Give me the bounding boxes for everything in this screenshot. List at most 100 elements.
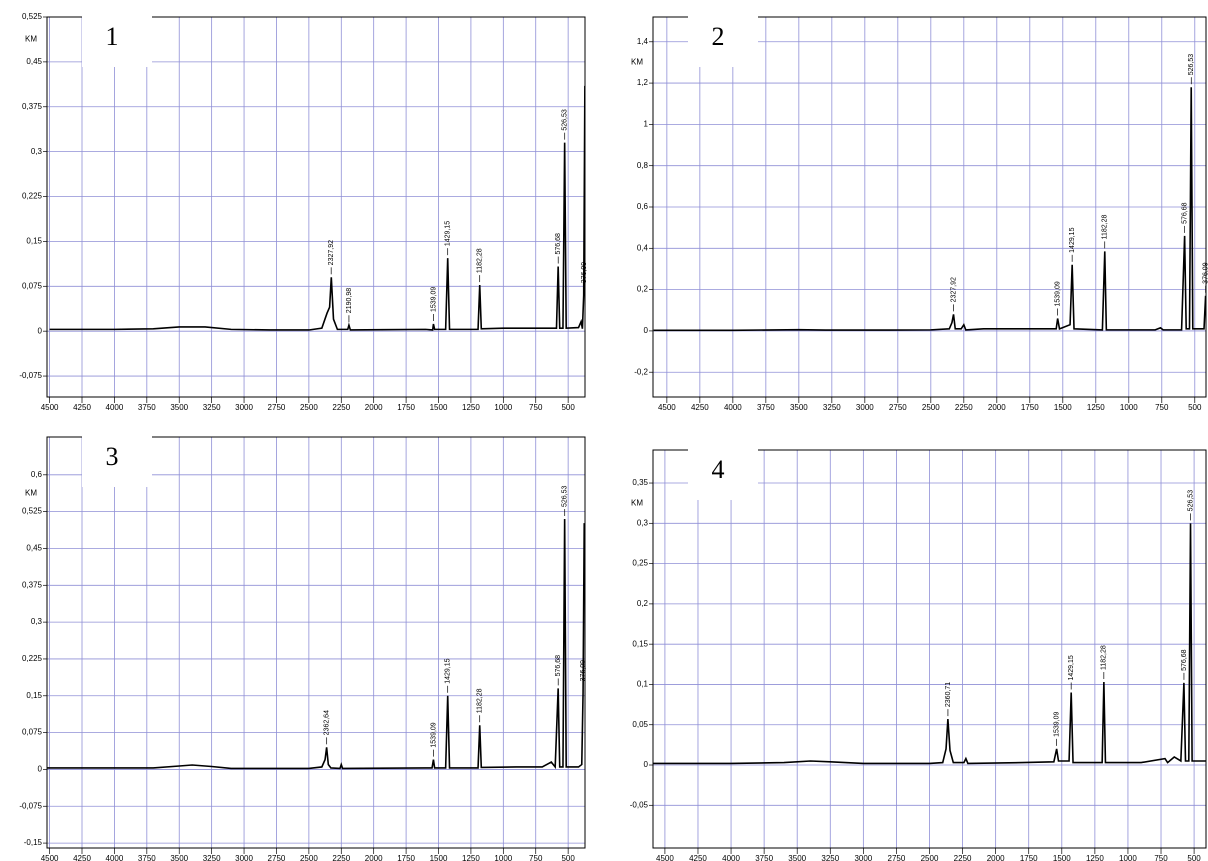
panel-label-box <box>82 12 152 67</box>
annotation: 376,09 <box>581 262 588 284</box>
annotation: 1539,09 <box>1053 711 1060 736</box>
annotation: 576,68 <box>1182 202 1189 224</box>
y-tick-label: 0,075 <box>22 281 43 290</box>
y-tick-label: 0,35 <box>632 478 648 487</box>
y-tick-label: 0,15 <box>26 691 42 700</box>
annotation: 1182,28 <box>477 688 484 713</box>
x-tick-label: 2750 <box>889 403 907 412</box>
annotation: 1182,28 <box>1101 645 1108 670</box>
panel-label: 4 <box>712 455 725 484</box>
x-tick-label: 2500 <box>921 854 939 861</box>
y-tick-label: 0,375 <box>22 102 43 111</box>
y-tick-label: 0,225 <box>22 654 43 663</box>
x-tick-label: 4500 <box>658 403 676 412</box>
x-tick-label: 1750 <box>1020 854 1038 861</box>
plot-frame <box>652 449 1207 849</box>
y-axis-label: KM <box>25 35 37 44</box>
y-tick-label: 0 <box>644 760 649 769</box>
y-tick-label: -0,075 <box>19 801 42 810</box>
y-tick-label: 0,2 <box>637 599 649 608</box>
x-tick-label: 750 <box>1154 854 1168 861</box>
spectrum-line <box>653 523 1206 765</box>
y-tick-label: 0,15 <box>632 639 648 648</box>
y-tick-label: 1,4 <box>637 37 649 46</box>
x-tick-label: 1250 <box>462 403 480 412</box>
x-tick-label: 500 <box>561 403 575 412</box>
y-axis-label: KM <box>631 58 643 67</box>
x-tick-label: 1750 <box>1021 403 1039 412</box>
x-tick-label: 2000 <box>365 403 383 412</box>
annotation: 1429,15 <box>445 658 452 683</box>
panel: 4500 4250 4000 3750 3500 3250 3000 2750 2500 2250… <box>631 12 1208 412</box>
y-tick-label: 0,15 <box>26 237 42 246</box>
x-tick-label: 2500 <box>300 403 318 412</box>
annotation: 1182,28 <box>1102 215 1109 240</box>
y-axis-label: KM <box>631 498 643 507</box>
x-tick-label: 2000 <box>365 854 383 861</box>
x-tick-label: 3750 <box>755 854 773 861</box>
annotation: 526,53 <box>562 485 569 507</box>
x-tick-label: 2250 <box>332 403 350 412</box>
x-tick-label: 1750 <box>397 403 415 412</box>
y-tick-label: 0,1 <box>637 680 649 689</box>
y-tick-label: 0,2 <box>637 285 649 294</box>
x-tick-label: 2750 <box>268 403 286 412</box>
panel-label: 2 <box>712 22 725 51</box>
x-tick-label: 4250 <box>689 854 707 861</box>
x-tick-label: 500 <box>1187 854 1201 861</box>
y-tick-label: -0,075 <box>19 371 42 380</box>
y-tick-label: -0,2 <box>634 367 648 376</box>
x-tick-label: 3250 <box>823 403 841 412</box>
annotation: 2362,64 <box>324 710 331 735</box>
x-tick-label: 1500 <box>430 854 448 861</box>
annotation: 2360,71 <box>945 682 952 707</box>
y-tick-label: 0,6 <box>637 202 649 211</box>
y-tick-label: 0,6 <box>31 470 43 479</box>
x-tick-label: 4000 <box>106 854 124 861</box>
annotation: 1539,09 <box>1054 281 1061 306</box>
y-tick-label: 0,4 <box>637 243 649 252</box>
annotation: 1539,09 <box>430 722 437 747</box>
y-tick-label: 0,45 <box>26 57 42 66</box>
spectrum-line <box>49 85 585 331</box>
y-tick-label: 0,375 <box>22 580 43 589</box>
x-tick-label: 2500 <box>300 854 318 861</box>
x-tick-label: 3000 <box>854 854 872 861</box>
panel-label-box <box>688 12 758 67</box>
x-tick-label: 3250 <box>821 854 839 861</box>
x-tick-label: 4500 <box>656 854 674 861</box>
panel: 4500 4250 4000 3750 3500 3250 3000 2750 2500 2250… <box>19 12 588 412</box>
x-tick-label: 4000 <box>722 854 740 861</box>
panel-label: 1 <box>106 22 119 51</box>
y-tick-label: 0,05 <box>632 720 648 729</box>
annotation: 576,68 <box>555 233 562 255</box>
x-tick-label: 3500 <box>170 854 188 861</box>
x-tick-label: 1000 <box>1120 403 1138 412</box>
x-tick-label: 3750 <box>757 403 775 412</box>
panel: 4500 4250 4000 3750 3500 3250 3000 2750 2500 2250… <box>630 445 1207 861</box>
x-tick-label: 2250 <box>954 854 972 861</box>
annotation: 2327,92 <box>950 277 957 302</box>
x-tick-label: 1500 <box>430 403 448 412</box>
y-tick-label: -0,05 <box>630 800 649 809</box>
x-tick-label: 3750 <box>138 854 156 861</box>
x-tick-label: 1000 <box>494 403 512 412</box>
y-tick-label: 0,45 <box>26 544 42 553</box>
x-tick-label: 1250 <box>1086 854 1104 861</box>
x-tick-label: 2250 <box>955 403 973 412</box>
x-tick-label: 4000 <box>106 403 124 412</box>
x-tick-label: 3500 <box>788 854 806 861</box>
x-tick-label: 4250 <box>73 403 91 412</box>
x-tick-label: 750 <box>529 854 543 861</box>
x-tick-label: 2000 <box>987 854 1005 861</box>
y-tick-label: 0 <box>38 765 43 774</box>
y-tick-label: 1 <box>644 120 649 129</box>
x-tick-label: 1250 <box>1087 403 1105 412</box>
plot-frame <box>46 16 586 398</box>
x-tick-label: 2250 <box>332 854 350 861</box>
x-tick-label: 2750 <box>888 854 906 861</box>
x-tick-label: 3500 <box>170 403 188 412</box>
x-tick-label: 3000 <box>856 403 874 412</box>
y-tick-label: 0,075 <box>22 728 43 737</box>
